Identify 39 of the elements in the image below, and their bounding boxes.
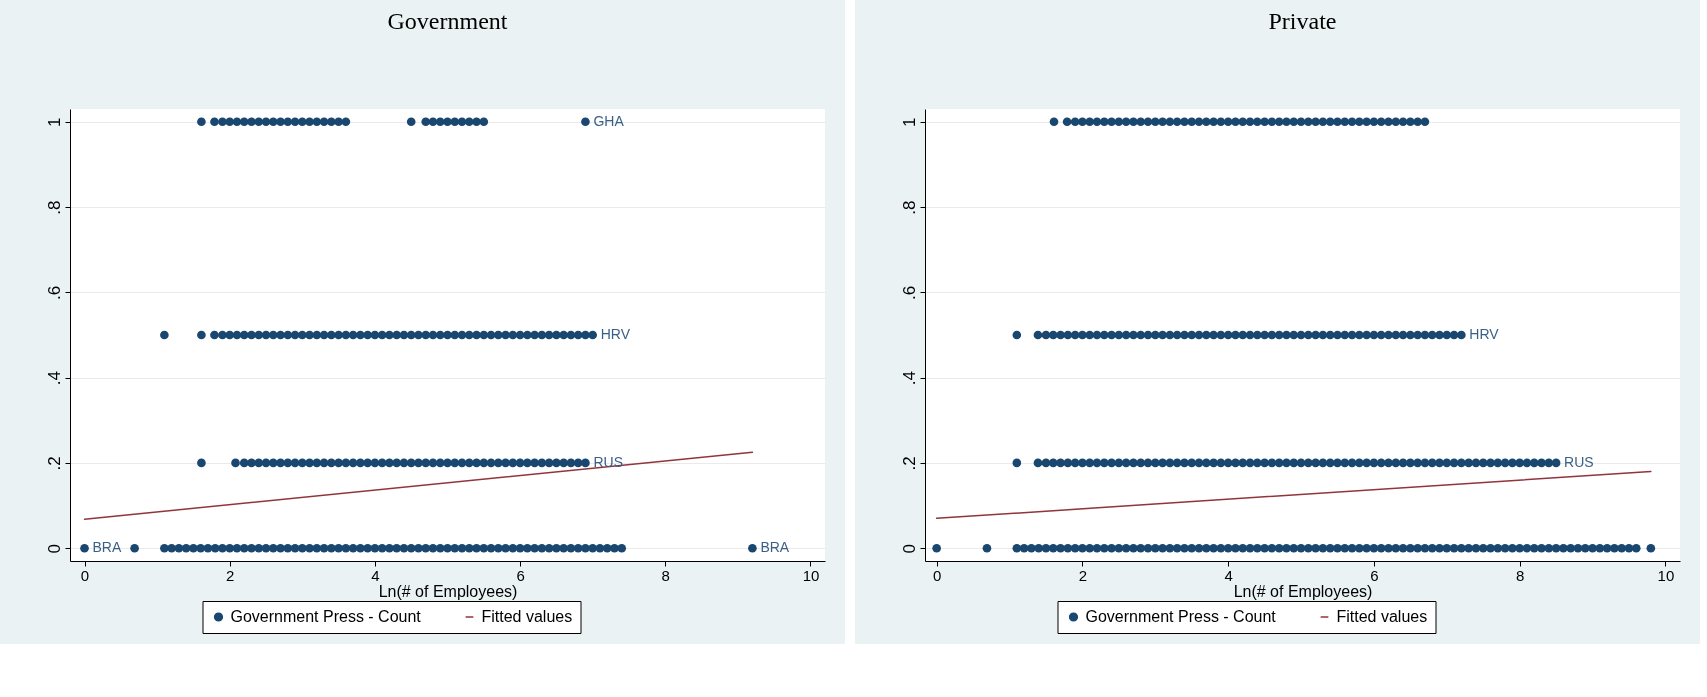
x-tick-label: 6	[1370, 566, 1379, 584]
annotation: RUS	[593, 453, 623, 470]
annotation: HRV	[1469, 326, 1500, 342]
y-tick-label: 0	[44, 543, 64, 554]
annotation: GHA	[593, 112, 625, 129]
x-tick-label: 2	[226, 566, 235, 584]
chart-title: Government	[387, 8, 508, 34]
annotation: BRA	[760, 539, 790, 556]
x-axis-title: Ln(# of Employees)	[378, 582, 518, 600]
y-tick-label: 1	[899, 117, 919, 128]
y-tick-label: .8	[44, 200, 64, 215]
x-tick-label: 8	[1516, 566, 1525, 584]
x-axis-title: Ln(# of Employees)	[1233, 582, 1373, 600]
x-tick-label: 0	[80, 566, 90, 584]
annotation: HRV	[600, 326, 631, 342]
y-tick-label: .2	[44, 456, 64, 471]
annotation: BRA	[92, 539, 122, 556]
annotation: RUS	[1564, 453, 1594, 470]
y-tick-label: .2	[899, 456, 919, 471]
chart-title: Private	[1268, 8, 1337, 34]
x-tick-label: 6	[516, 566, 525, 584]
y-tick-label: .6	[899, 285, 919, 300]
y-tick-label: 0	[899, 543, 919, 554]
x-tick-label: 8	[661, 566, 670, 584]
x-tick-label: 2	[1078, 566, 1088, 584]
y-tick-label: 1	[44, 117, 64, 128]
legend-label: Fitted values	[1336, 608, 1428, 625]
x-tick-label: 0	[932, 566, 942, 584]
x-tick-label: 4	[1224, 566, 1233, 584]
legend-label: Government Press - Count	[1085, 608, 1277, 625]
x-tick-label: 10	[802, 566, 820, 584]
legend-label: Fitted values	[481, 608, 573, 625]
x-tick-label: 4	[371, 566, 380, 584]
legend-label: Government Press - Count	[230, 608, 422, 625]
y-tick-label: .4	[899, 371, 919, 386]
y-tick-label: .8	[899, 200, 919, 215]
x-tick-label: 10	[1657, 566, 1675, 584]
y-tick-label: .6	[44, 285, 64, 300]
y-tick-label: .4	[44, 371, 64, 386]
